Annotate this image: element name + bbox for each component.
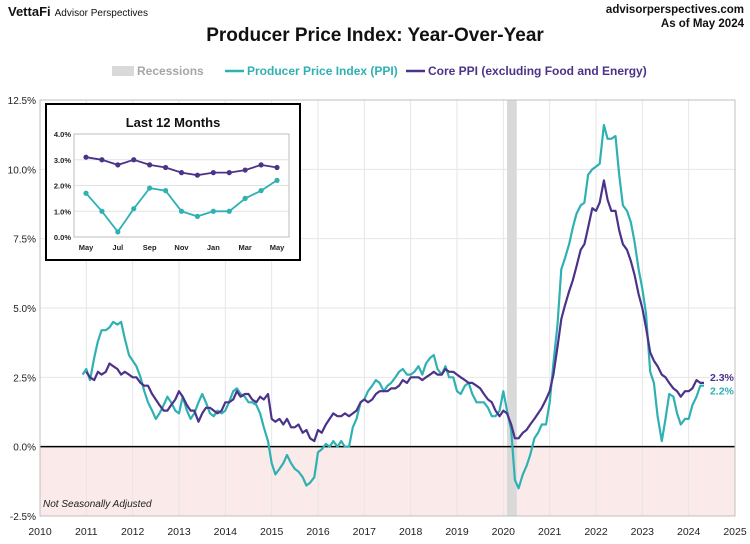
inset-core-point <box>258 162 264 168</box>
ppi-end-label: 2.2% <box>710 386 735 398</box>
y-tick-label: -2.5% <box>10 512 36 523</box>
core-ppi-series-line <box>85 179 704 443</box>
inset-ppi-point <box>210 208 216 214</box>
inset-x-tick-label: Jul <box>112 243 123 252</box>
chart-title: Producer Price Index: Year-Over-Year <box>206 25 544 46</box>
legend-core-label: Core PPI (excluding Food and Energy) <box>428 64 647 78</box>
y-tick-label: 2.5% <box>13 373 36 384</box>
inset-ppi-point <box>99 208 105 214</box>
x-tick-label: 2013 <box>167 526 191 538</box>
y-tick-label: 0.0% <box>13 443 36 454</box>
x-tick-label: 2021 <box>538 526 562 538</box>
vettafi-logo: VettaFi <box>8 4 51 19</box>
ppi-series-line <box>81 123 704 490</box>
site-url[interactable]: advisorperspectives.com <box>605 4 744 16</box>
seasonal-note: Not Seasonally Adjusted <box>43 499 152 510</box>
inset-core-point <box>115 162 121 168</box>
inset-ppi-point <box>115 229 121 235</box>
x-tick-label: 2012 <box>121 526 145 538</box>
inset-x-tick-label: Sep <box>143 243 157 252</box>
inset-y-tick-label: 3.0% <box>54 156 71 165</box>
inset-x-tick-label: May <box>270 243 285 252</box>
x-tick-label: 2017 <box>353 526 377 538</box>
inset-core-point <box>178 170 185 176</box>
y-tick-label: 5.0% <box>13 304 36 315</box>
brand-subtitle: Advisor Perspectives <box>54 8 148 19</box>
x-tick-label: 2024 <box>677 526 701 538</box>
site-info: advisorperspectives.com As of May 2024 <box>606 3 744 31</box>
x-tick-label: 2022 <box>584 526 608 538</box>
plot-frame <box>39 99 736 517</box>
inset-x-tick-label: Jan <box>207 243 220 252</box>
legend-recession-swatch <box>112 66 134 76</box>
x-tick-label: 2020 <box>492 526 516 538</box>
inset-y-tick-label: 1.0% <box>54 207 71 216</box>
inset-ppi-point <box>194 213 201 219</box>
inset-ppi-point <box>258 188 264 194</box>
inset-title: Last 12 Months <box>126 115 221 130</box>
inset-core-point <box>242 167 248 173</box>
inset-ppi-point <box>162 188 169 194</box>
core-end-label: 2.3% <box>710 372 735 384</box>
y-tick-label: 10.0% <box>8 165 36 176</box>
inset-core-point <box>131 157 137 163</box>
inset-y-tick-label: 0.0% <box>54 233 71 242</box>
inset-x-tick-label: Nov <box>174 243 189 252</box>
inset-core-point <box>147 162 153 168</box>
inset-core-point <box>194 172 201 178</box>
x-tick-label: 2015 <box>260 526 284 538</box>
x-tick-label: 2010 <box>28 526 52 538</box>
x-tick-label: 2011 <box>75 526 98 538</box>
legend-recession-label: Recessions <box>137 64 204 78</box>
x-tick-label: 2016 <box>306 526 330 538</box>
inset-ppi-point <box>274 177 280 183</box>
x-tick-label: 2014 <box>214 526 238 538</box>
recession-band <box>507 100 517 516</box>
inset-core-point <box>83 154 89 160</box>
inset-core-point <box>226 170 232 176</box>
inset-ppi-point <box>178 208 185 214</box>
inset-core-point <box>274 164 280 171</box>
inset-x-tick-label: Mar <box>238 243 251 252</box>
inset-x-tick-label: May <box>79 243 94 252</box>
x-tick-label: 2018 <box>399 526 423 538</box>
y-tick-label: 12.5% <box>8 96 36 107</box>
inset-frame <box>45 103 301 261</box>
inset-core-point <box>99 157 105 163</box>
inset-core-point <box>210 170 216 176</box>
as-of-date: As of May 2024 <box>660 18 744 30</box>
y-tick-label: 7.5% <box>13 235 36 246</box>
x-tick-label: 2023 <box>631 526 655 538</box>
inset-chart: Last 12 Months 4.0% 3.0% 2.0% 1.0% 0.0% May Jul… <box>45 103 301 261</box>
inset-ppi-point <box>147 185 153 191</box>
inset-plot-frame <box>73 133 290 238</box>
inset-y-tick-label: 2.0% <box>54 182 71 191</box>
inset-ppi-point <box>83 190 89 196</box>
inset-ppi-point <box>226 208 232 214</box>
brand: VettaFi Advisor Perspectives <box>8 4 148 19</box>
x-tick-label: 2019 <box>445 526 469 538</box>
inset-ppi-point <box>242 195 248 201</box>
inset-core-point <box>162 164 169 171</box>
inset-ppi-point <box>131 206 137 212</box>
negative-region <box>40 446 735 516</box>
legend-ppi-label: Producer Price Index (PPI) <box>247 64 398 78</box>
x-tick-label: 2025 <box>723 526 747 538</box>
inset-y-tick-label: 4.0% <box>54 130 71 139</box>
